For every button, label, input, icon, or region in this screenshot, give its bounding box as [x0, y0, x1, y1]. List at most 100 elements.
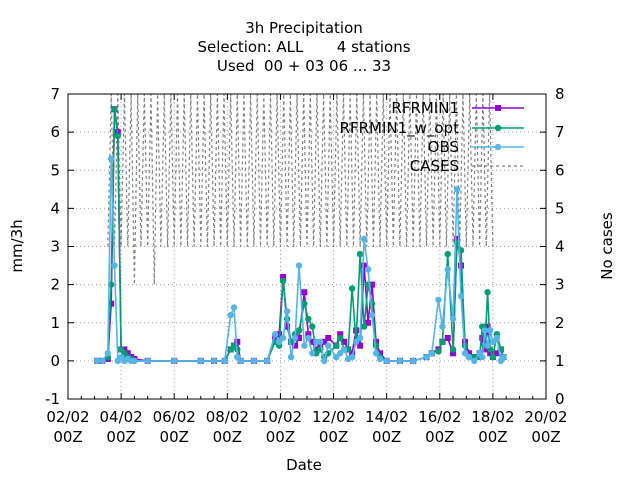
data-point: [291, 334, 299, 342]
legend-label: RFRMIN1: [391, 99, 459, 117]
data-point: [283, 308, 291, 315]
data-point: [301, 289, 308, 296]
title-line-3: Used 00 + 03 06 ... 33: [217, 57, 391, 75]
data-point: [305, 334, 312, 342]
data-point: [237, 357, 244, 365]
data-point: [454, 235, 461, 242]
data-point: [94, 357, 101, 365]
data-point: [333, 353, 340, 361]
data-point: [481, 327, 489, 334]
data-point: [360, 323, 368, 330]
data-point: [337, 331, 344, 338]
data-point: [479, 335, 486, 341]
data-point: [376, 355, 384, 363]
data-point: [356, 250, 364, 258]
y-tick-label: 7: [50, 85, 60, 103]
x-tick-label-hour: 00Z: [478, 428, 507, 446]
data-point: [234, 338, 241, 345]
data-point: [360, 235, 368, 243]
data-point: [280, 274, 287, 280]
x-tick-label-date: 10/02: [259, 408, 302, 426]
y2-tick-label: 6: [555, 161, 565, 179]
x-tick-label-hour: 00Z: [266, 428, 295, 446]
y-tick-label: 3: [50, 238, 60, 256]
data-point: [435, 296, 442, 304]
y2-tick-label: 5: [555, 199, 565, 217]
y2-axis-label: No cases: [598, 212, 616, 280]
x-tick-label-date: 12/02: [312, 408, 355, 426]
data-point: [449, 315, 457, 323]
data-point: [352, 338, 360, 346]
y-tick-label: 4: [50, 199, 60, 217]
x-tick-label-hour: 00Z: [213, 428, 242, 446]
x-axis-ticks: 02/02 00Z 04/02 00Z 06/02 00Z 08/02 00Z 10/02 00Z…: [46, 94, 568, 446]
data-point: [368, 311, 376, 319]
data-point: [227, 311, 234, 319]
data-point: [287, 353, 295, 361]
title-line-2: Selection: ALL 4 stations: [197, 38, 410, 56]
data-point: [365, 319, 372, 326]
data-point: [108, 300, 115, 307]
y2-tick-label: 3: [555, 276, 565, 294]
x-tick-label-date: 04/02: [99, 408, 142, 426]
data-point: [377, 350, 384, 357]
x-tick-label-hour: 00Z: [53, 428, 82, 446]
x-tick-label-date: 06/02: [153, 408, 196, 426]
data-point: [114, 132, 121, 140]
x-tick-label-hour: 00Z: [425, 428, 454, 446]
data-point: [444, 250, 451, 258]
data-point: [410, 357, 417, 365]
data-point: [453, 186, 461, 193]
data-point: [428, 350, 436, 357]
y-tick-label: 2: [50, 276, 60, 294]
data-point: [439, 323, 446, 330]
data-point: [484, 289, 491, 296]
data-point: [364, 266, 372, 273]
x-tick-label-hour: 00Z: [106, 428, 135, 446]
data-point: [309, 350, 316, 357]
x-tick-label-date: 20/02: [524, 408, 567, 426]
y2-tick-label: 1: [555, 352, 565, 370]
data-point: [489, 353, 497, 361]
y2-tick-label: 4: [555, 238, 565, 256]
data-point: [357, 342, 364, 349]
data-point: [457, 292, 465, 300]
data-point: [111, 106, 118, 113]
data-point: [383, 357, 390, 365]
data-point: [449, 346, 457, 353]
legend-label: CASES: [410, 157, 459, 175]
data-point: [493, 350, 500, 357]
data-point: [372, 350, 380, 357]
data-point: [317, 342, 324, 349]
data-point: [99, 357, 106, 365]
data-point: [296, 335, 303, 341]
data-point: [107, 155, 115, 163]
y-tick-label: 1: [50, 314, 60, 332]
data-point: [494, 124, 502, 132]
data-point: [340, 346, 348, 353]
data-point: [484, 342, 491, 349]
data-point: [450, 350, 457, 357]
data-point: [489, 338, 497, 346]
data-point: [361, 262, 368, 269]
x-tick-label-hour: 00Z: [372, 428, 401, 446]
data-point: [279, 334, 287, 342]
data-point: [465, 353, 473, 361]
data-point: [487, 350, 494, 357]
x-tick-label-hour: 00Z: [160, 428, 189, 446]
data-point: [275, 338, 283, 346]
data-point: [292, 342, 299, 349]
data-point: [144, 357, 151, 365]
legend-label: OBS: [428, 138, 459, 156]
data-point: [439, 338, 446, 346]
data-point: [279, 277, 287, 285]
data-point: [396, 357, 404, 365]
data-point: [465, 350, 472, 357]
data-point: [481, 346, 488, 353]
x-tick-label-date: 16/02: [418, 408, 461, 426]
data-point: [309, 323, 316, 330]
data-point: [500, 353, 507, 361]
x-axis-label: Date: [286, 456, 322, 474]
